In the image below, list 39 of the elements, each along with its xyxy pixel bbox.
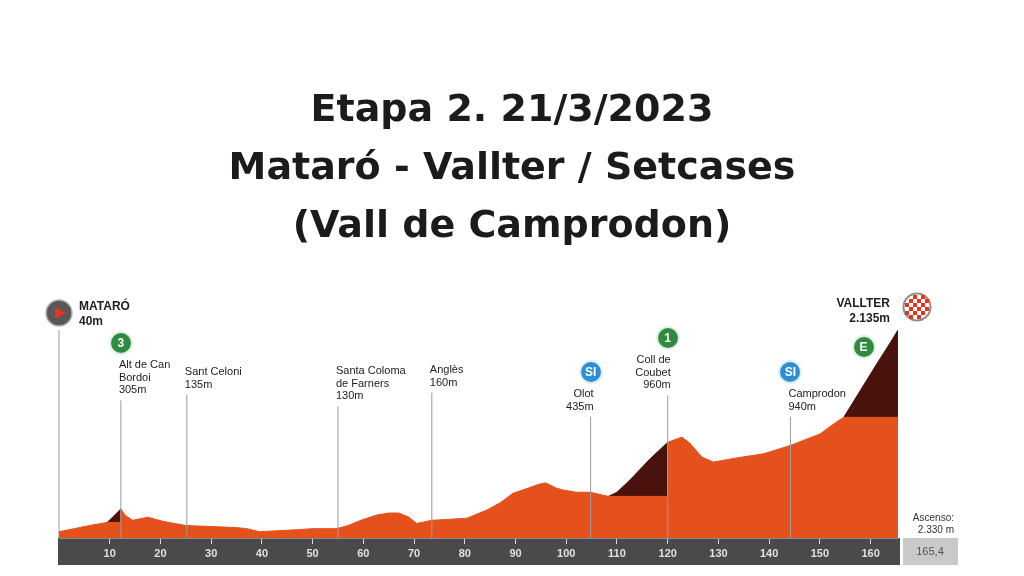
annotation: E (859, 340, 868, 355)
x-tick-label: 70 (407, 546, 421, 559)
x-tick-label: 120 (658, 546, 677, 559)
x-tick-label: 110 (608, 546, 626, 559)
annotation: SI (784, 365, 797, 379)
annotation: 3 (117, 336, 125, 350)
x-tick-label: 10 (103, 546, 116, 559)
x-tick-label: 20 (154, 546, 167, 559)
x-tick-label: 140 (759, 546, 779, 559)
chart-title: Etapa 2. 21/3/2023 (309, 85, 715, 132)
text: Ascenso: 2.330 m (912, 511, 954, 535)
annotation: 1 (664, 331, 672, 345)
badge-icon: E (851, 335, 876, 360)
x-tick-label: 100 (557, 546, 576, 559)
ref-line-label: Olot 435m (566, 387, 594, 412)
x-tick-label: 160 (861, 546, 880, 559)
chart-subtitle: Mataró - Vallter / Setcases (Vall de Camprodon) (227, 143, 797, 248)
x-tick-label: 60 (357, 546, 370, 559)
badge-icon: 1 (655, 326, 680, 350)
annotation: VALLTER 2.135m (836, 296, 891, 326)
x-tick-label: 90 (509, 546, 522, 559)
text: MATARÓ 40m (79, 298, 130, 329)
ref-line-label: Santa Coloma de Farners 130m (335, 364, 407, 402)
x-tick-label: 80 (458, 546, 471, 559)
x-tick-label: 150 (810, 546, 830, 559)
x-tick-label: 130 (709, 546, 728, 559)
ref-line-label: Alt de Can Bordoi 305m (118, 358, 171, 396)
badge-icon: 3 (108, 331, 133, 355)
x-tick-label: 40 (255, 546, 269, 559)
ref-line-label: Camprodon 940m (788, 387, 846, 412)
ref-line-label: Anglès 160m (429, 363, 464, 388)
x-tick-label: 30 (205, 546, 218, 559)
text: 165,4 (916, 545, 944, 558)
annotation: SI (584, 365, 597, 379)
badge-icon: SI (778, 360, 803, 384)
ref-line-label: Coll de Coubet 960m (635, 353, 671, 391)
x-tick-label: 50 (306, 546, 319, 559)
ref-line-label: Sant Celoni 135m (184, 365, 242, 390)
badge-icon: SI (578, 360, 603, 384)
